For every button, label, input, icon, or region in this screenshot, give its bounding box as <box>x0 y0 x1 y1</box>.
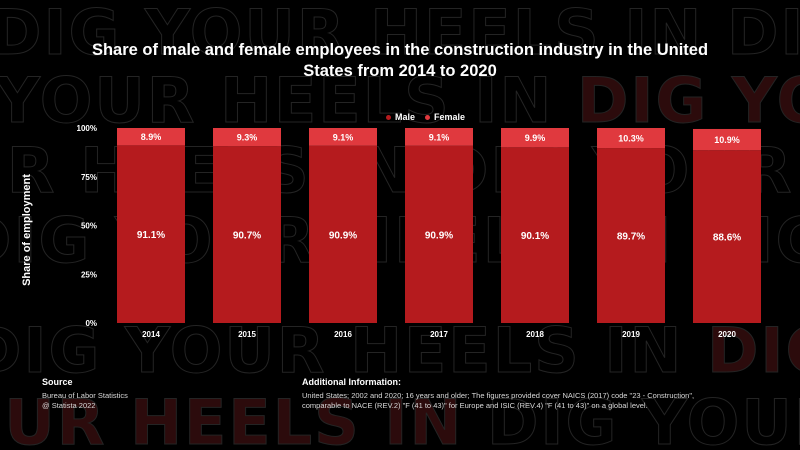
bar-male <box>213 146 281 323</box>
data-label-male: 89.7% <box>617 232 645 243</box>
legend-label-female: Female <box>434 112 466 122</box>
chart-legend: Male Female <box>386 112 465 122</box>
bar-female <box>405 128 473 146</box>
x-tick-label: 2015 <box>238 330 256 339</box>
data-label-female: 9.1% <box>429 132 450 142</box>
bar-male <box>597 148 665 323</box>
source-heading: Source <box>42 377 73 387</box>
bar-male <box>117 145 185 323</box>
bar-female <box>213 128 281 147</box>
legend-swatch-female <box>425 114 431 120</box>
x-tick-label: 2016 <box>334 330 352 339</box>
data-label-female: 8.9% <box>141 132 162 142</box>
data-label-female: 9.9% <box>525 133 546 143</box>
x-tick-label: 2019 <box>622 330 640 339</box>
bar-female <box>117 128 185 146</box>
data-label-male: 91.1% <box>137 230 165 241</box>
source-line: @ Statista 2022 <box>42 401 96 410</box>
data-label-male: 90.7% <box>233 231 261 242</box>
bar-male <box>405 145 473 323</box>
data-label-female: 9.3% <box>237 133 258 143</box>
y-tick-label: 50% <box>81 222 97 231</box>
legend-item-male[interactable]: Male <box>386 112 415 122</box>
x-tick-label: 2017 <box>430 330 448 339</box>
data-label-female: 10.3% <box>618 134 644 144</box>
chart-title: Share of male and female employees in th… <box>91 41 709 80</box>
x-tick-label: 2020 <box>718 330 736 339</box>
x-tick-label: 2018 <box>526 330 544 339</box>
data-label-male: 88.6% <box>713 233 741 244</box>
legend-label-male: Male <box>395 112 416 122</box>
legend-swatch-male <box>386 114 391 120</box>
source-line[interactable]: Bureau of Labor Statistics <box>42 391 128 400</box>
source-text: Bureau of Labor Statistics @ Statista 20… <box>42 391 128 411</box>
info-heading: Additional Information: <box>302 377 401 387</box>
data-label-female: 9.1% <box>333 132 354 142</box>
info-line: comparable to NACE (REV.2) "F (41 to 43)… <box>302 401 648 410</box>
bar-female <box>501 128 569 148</box>
y-tick-label: 100% <box>77 124 97 133</box>
bar-male <box>693 150 761 323</box>
data-label-male: 90.9% <box>425 230 453 241</box>
data-label-female: 10.9% <box>714 135 740 145</box>
info-text: United States; 2002 and 2020; 16 years a… <box>302 391 772 411</box>
bar-male <box>309 145 377 323</box>
x-tick-label: 2014 <box>142 330 160 339</box>
y-tick-label: 25% <box>81 270 97 279</box>
bar-female <box>597 128 665 149</box>
legend-item-female[interactable]: Female <box>425 112 465 122</box>
data-label-male: 90.9% <box>329 230 357 241</box>
data-label-male: 90.1% <box>521 231 549 242</box>
y-tick-label: 75% <box>81 173 97 182</box>
info-line: United States; 2002 and 2020; 16 years a… <box>302 391 695 400</box>
bar-female <box>309 128 377 146</box>
bar-female <box>693 128 761 151</box>
y-tick-label: 0% <box>85 319 97 328</box>
bar-male <box>501 147 569 323</box>
